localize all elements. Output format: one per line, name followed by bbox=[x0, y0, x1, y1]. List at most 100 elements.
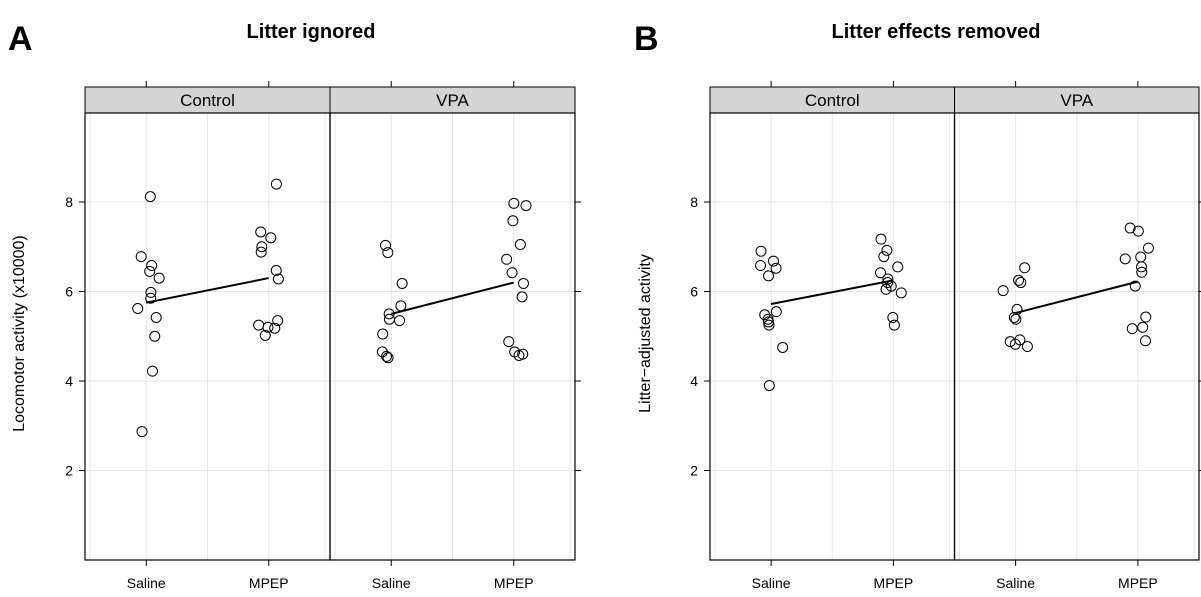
data-point bbox=[265, 232, 277, 244]
x-tick-label: MPEP bbox=[1118, 575, 1158, 591]
data-point bbox=[394, 315, 406, 327]
data-point bbox=[1126, 323, 1138, 335]
data-point bbox=[509, 346, 521, 358]
x-tick-label: Saline bbox=[752, 575, 791, 591]
data-point bbox=[878, 251, 890, 263]
data-point bbox=[1137, 321, 1149, 333]
data-point bbox=[888, 319, 900, 331]
data-point bbox=[770, 306, 782, 318]
data-point bbox=[1135, 251, 1147, 263]
data-point bbox=[763, 379, 775, 391]
data-point bbox=[255, 246, 267, 258]
data-point bbox=[763, 270, 775, 282]
facet-vpa: VPA Saline MPEP bbox=[953, 81, 1200, 591]
y-tick-label: 8 bbox=[65, 194, 73, 210]
data-point bbox=[997, 285, 1009, 297]
data-point bbox=[1140, 311, 1152, 323]
data-point bbox=[145, 286, 157, 298]
data-point bbox=[895, 287, 907, 299]
data-point bbox=[1136, 266, 1148, 278]
data-point bbox=[395, 300, 407, 312]
data-point bbox=[1008, 311, 1020, 323]
facet-vpa: VPA Saline MPEP bbox=[329, 81, 576, 591]
data-point bbox=[146, 260, 158, 272]
data-point bbox=[382, 247, 394, 259]
data-point bbox=[132, 303, 144, 315]
data-point bbox=[763, 316, 775, 328]
data-point bbox=[146, 365, 158, 377]
mean-line bbox=[770, 279, 894, 306]
strip bbox=[709, 86, 955, 114]
data-point bbox=[767, 255, 779, 267]
data-point bbox=[1019, 262, 1031, 274]
data-point bbox=[144, 265, 156, 277]
panel-letter: A bbox=[8, 20, 33, 58]
panel-border bbox=[329, 112, 576, 561]
data-point bbox=[777, 341, 789, 353]
mean-line bbox=[391, 281, 514, 315]
data-point bbox=[145, 292, 157, 304]
data-point bbox=[135, 251, 147, 263]
mean-line bbox=[146, 277, 269, 304]
data-point bbox=[1129, 280, 1141, 292]
data-point bbox=[501, 253, 513, 265]
strip bbox=[329, 86, 576, 114]
data-point bbox=[1013, 274, 1025, 286]
y-axis-label: Litter−adjusted activity bbox=[637, 254, 654, 413]
data-point bbox=[1004, 336, 1016, 348]
data-point bbox=[513, 349, 525, 361]
data-point bbox=[506, 267, 518, 279]
data-point bbox=[153, 272, 165, 284]
data-point bbox=[508, 197, 520, 209]
data-point bbox=[514, 239, 526, 251]
y-axis-label: Locomotor activity (x10000) bbox=[11, 235, 28, 432]
panel-letter: B bbox=[634, 20, 659, 58]
data-point bbox=[380, 239, 392, 251]
data-point bbox=[1021, 341, 1033, 353]
data-point bbox=[1132, 225, 1144, 237]
strip-label: VPA bbox=[436, 91, 469, 110]
data-point bbox=[507, 215, 519, 227]
y-tick-label: 2 bbox=[690, 463, 698, 479]
data-point bbox=[377, 328, 389, 340]
data-point bbox=[149, 330, 161, 342]
x-tick-label: MPEP bbox=[874, 575, 914, 591]
y-tick-label: 2 bbox=[65, 463, 73, 479]
strip-label: Control bbox=[805, 91, 860, 110]
data-point bbox=[396, 277, 408, 289]
data-point bbox=[892, 261, 904, 273]
data-point bbox=[516, 291, 528, 303]
data-point bbox=[272, 315, 284, 327]
data-point bbox=[1010, 313, 1022, 325]
data-point bbox=[262, 321, 274, 333]
data-point bbox=[882, 273, 894, 285]
data-point bbox=[259, 329, 271, 341]
y-tick-label: 6 bbox=[65, 284, 73, 300]
y-tick-label: 8 bbox=[690, 194, 698, 210]
data-point bbox=[520, 200, 532, 212]
x-tick-label: Saline bbox=[372, 575, 411, 591]
x-tick-label: Saline bbox=[127, 575, 166, 591]
data-point bbox=[763, 319, 775, 331]
facet-control: Control Saline MPEP bbox=[709, 81, 956, 591]
data-point bbox=[887, 311, 899, 323]
data-point bbox=[1119, 253, 1131, 265]
data-point bbox=[517, 277, 529, 289]
data-point bbox=[1009, 338, 1021, 350]
data-point bbox=[270, 264, 282, 276]
chart-A: A Litter ignored Locomotor activity (x1000… bbox=[8, 20, 581, 591]
strip-label: VPA bbox=[1060, 91, 1093, 110]
data-point bbox=[270, 178, 282, 190]
chart-B: B Litter effects removed Litter−adjusted a… bbox=[634, 20, 1201, 591]
data-point bbox=[253, 319, 265, 331]
strip bbox=[954, 86, 1200, 114]
chart-title: Litter effects removed bbox=[832, 21, 1041, 43]
data-point bbox=[382, 352, 394, 364]
data-point bbox=[755, 260, 767, 272]
data-point bbox=[269, 322, 281, 334]
data-point bbox=[881, 244, 893, 256]
data-point bbox=[150, 311, 162, 323]
x-tick-label: Saline bbox=[996, 575, 1035, 591]
data-point bbox=[1139, 335, 1151, 347]
